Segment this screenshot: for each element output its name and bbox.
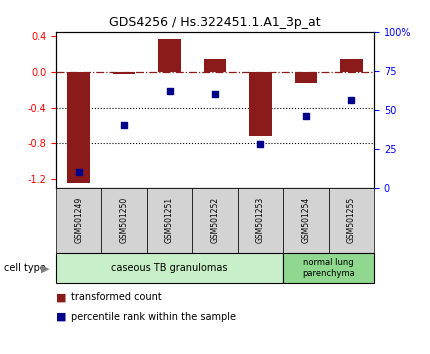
Point: [302, 113, 309, 119]
Text: percentile rank within the sample: percentile rank within the sample: [71, 312, 236, 322]
Text: GSM501252: GSM501252: [211, 197, 219, 244]
Text: GSM501251: GSM501251: [165, 197, 174, 244]
Point: [348, 98, 355, 103]
Bar: [340, 58, 363, 72]
Bar: [295, 72, 317, 82]
Text: cell type: cell type: [4, 263, 46, 273]
Text: GSM501254: GSM501254: [301, 197, 310, 244]
Text: GSM501255: GSM501255: [347, 197, 356, 244]
Text: ■: ■: [56, 312, 66, 322]
Text: transformed count: transformed count: [71, 292, 162, 302]
Point: [75, 169, 82, 175]
Title: GDS4256 / Hs.322451.1.A1_3p_at: GDS4256 / Hs.322451.1.A1_3p_at: [109, 16, 321, 29]
Text: GSM501250: GSM501250: [120, 197, 129, 244]
Text: caseous TB granulomas: caseous TB granulomas: [111, 263, 228, 273]
Text: GSM501249: GSM501249: [74, 197, 83, 244]
Bar: [67, 72, 90, 183]
Text: ▶: ▶: [41, 263, 49, 273]
Point: [257, 141, 264, 147]
Bar: [113, 72, 135, 74]
Bar: [158, 39, 181, 72]
Bar: [204, 58, 226, 72]
Point: [121, 122, 128, 128]
Point: [166, 88, 173, 94]
Text: GSM501253: GSM501253: [256, 197, 265, 244]
Text: normal lung
parenchyma: normal lung parenchyma: [302, 258, 355, 278]
Text: ■: ■: [56, 292, 66, 302]
Point: [212, 91, 218, 97]
Bar: [249, 72, 272, 136]
